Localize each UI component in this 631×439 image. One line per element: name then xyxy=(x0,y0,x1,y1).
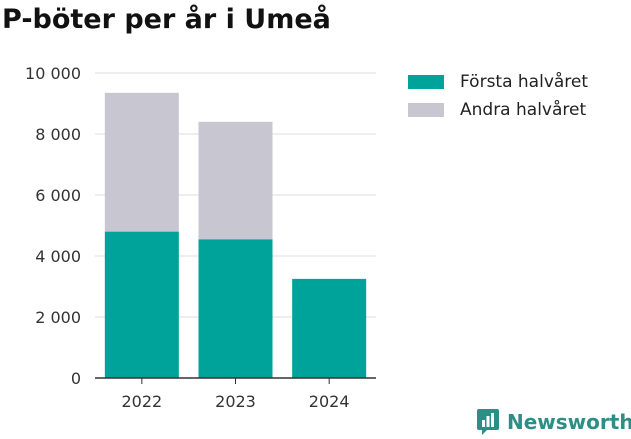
bar-2022-series-1 xyxy=(104,92,179,232)
bar-2023-series-1 xyxy=(198,121,273,240)
y-tick-label: 4 000 xyxy=(35,247,81,266)
legend-swatch-forsta-halvaret xyxy=(408,75,444,89)
legend-label-andra-halvaret: Andra halvåret xyxy=(460,100,587,120)
bar-2022-series-0 xyxy=(104,231,179,378)
legend: Första halvåret Andra halvåret xyxy=(408,68,588,124)
x-tick-label: 2024 xyxy=(309,392,350,411)
bar-2024-series-0 xyxy=(292,278,367,378)
bars xyxy=(104,92,367,378)
y-tick-label: 6 000 xyxy=(35,186,81,205)
y-tick-label: 2 000 xyxy=(35,308,81,327)
x-axis-ticks: 2022 2023 2024 xyxy=(121,378,350,411)
newsworthy-brand[interactable]: Newsworthy xyxy=(476,408,631,436)
legend-swatch-andra-halvaret xyxy=(408,103,444,117)
x-tick-label: 2022 xyxy=(121,392,162,411)
legend-item-forsta-halvaret: Första halvåret xyxy=(408,68,588,96)
y-tick-label: 0 xyxy=(71,369,81,388)
y-tick-label: 10 000 xyxy=(25,64,81,83)
y-axis-ticks: 0 2 000 4 000 6 000 8 000 10 000 xyxy=(25,64,81,388)
legend-item-andra-halvaret: Andra halvåret xyxy=(408,96,588,124)
brand-name: Newsworthy xyxy=(507,410,631,434)
bar-2023-series-0 xyxy=(198,239,273,378)
y-tick-label: 8 000 xyxy=(35,125,81,144)
chart-title: P-böter per år i Umeå xyxy=(2,4,331,35)
x-tick-label: 2023 xyxy=(215,392,256,411)
legend-label-forsta-halvaret: Första halvåret xyxy=(460,72,589,92)
newsworthy-logo-icon xyxy=(477,409,499,435)
